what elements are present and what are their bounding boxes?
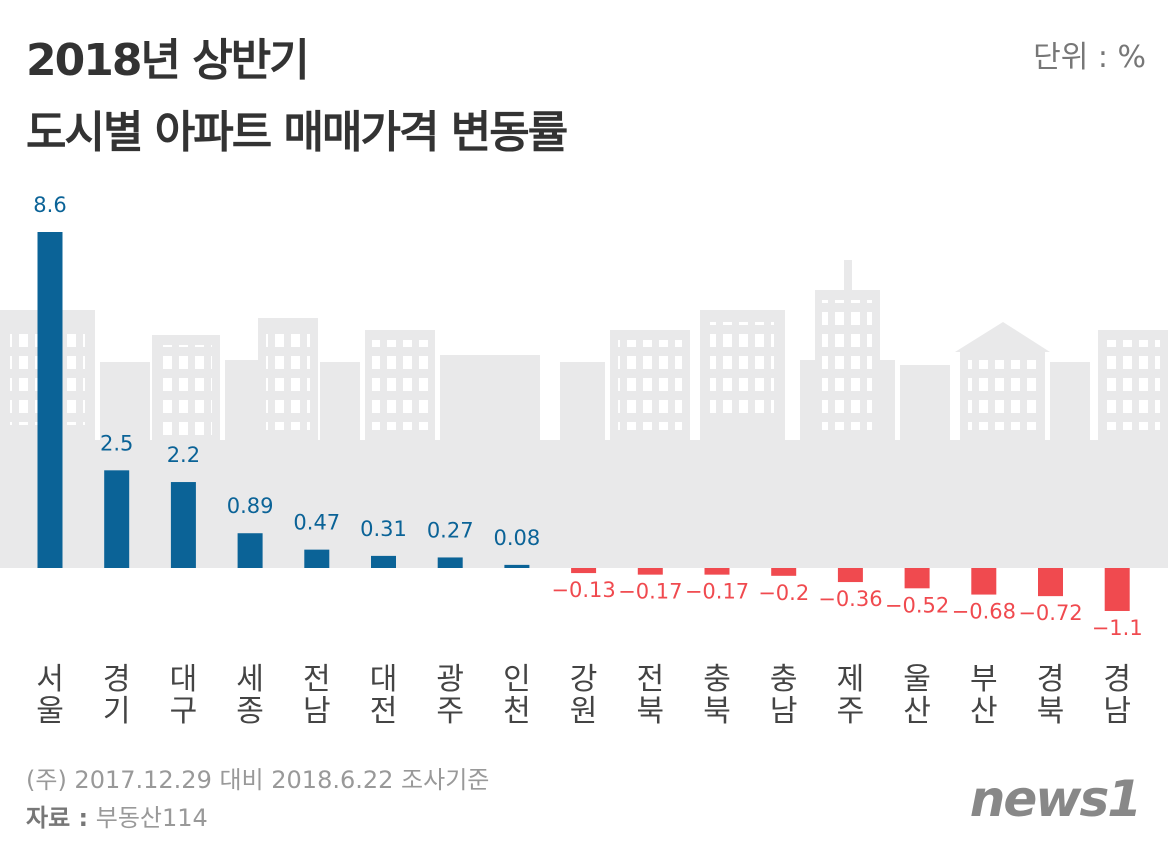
value-label: 8.6 bbox=[33, 193, 66, 217]
category-label: 강원 bbox=[569, 662, 598, 729]
category-label: 경기 bbox=[102, 662, 131, 729]
bar bbox=[971, 568, 997, 595]
value-label: −0.2 bbox=[758, 581, 809, 605]
bar bbox=[104, 470, 130, 568]
bar bbox=[837, 568, 863, 583]
windows bbox=[10, 300, 1160, 435]
bar bbox=[304, 549, 330, 568]
value-label: −0.68 bbox=[952, 600, 1016, 624]
category-label: 세종 bbox=[236, 662, 264, 729]
bar bbox=[637, 568, 663, 575]
category-label: 충남 bbox=[769, 662, 798, 729]
value-label: −0.17 bbox=[685, 580, 749, 604]
title-line: 2018년 상반기 bbox=[26, 35, 310, 86]
category-label: 전북 bbox=[636, 662, 665, 729]
bar bbox=[437, 557, 463, 568]
bar bbox=[37, 232, 63, 568]
bar bbox=[237, 533, 263, 568]
bar bbox=[904, 568, 930, 589]
value-label: 0.08 bbox=[494, 526, 541, 550]
category-label: 충북 bbox=[703, 662, 731, 729]
source-label: 자료 : bbox=[26, 804, 89, 832]
category-label: 대구 bbox=[169, 662, 198, 729]
bar bbox=[771, 568, 797, 576]
value-label: −0.72 bbox=[1018, 601, 1082, 625]
category-label: 부산 bbox=[969, 662, 998, 729]
note: (주) 2017.12.29 대비 2018.6.22 조사기준 bbox=[26, 766, 490, 794]
bar bbox=[170, 482, 196, 568]
value-label: 0.27 bbox=[427, 518, 474, 542]
category-label: 광주 bbox=[436, 662, 464, 729]
value-label: −1.1 bbox=[1092, 616, 1143, 640]
bar bbox=[1038, 568, 1063, 597]
category-label: 전남 bbox=[302, 662, 331, 729]
category-label: 제주 bbox=[836, 662, 865, 729]
source-line: 자료 : 부동산114 bbox=[26, 798, 208, 833]
value-label: −0.36 bbox=[818, 587, 882, 611]
bar bbox=[1104, 568, 1130, 611]
value-label: −0.13 bbox=[551, 578, 615, 602]
category-label: 울산 bbox=[903, 662, 931, 729]
category-label: 경북 bbox=[1036, 662, 1065, 729]
value-label: 2.5 bbox=[100, 431, 133, 455]
bar bbox=[704, 568, 730, 575]
value-label: −0.52 bbox=[885, 593, 949, 617]
category-label: 대전 bbox=[369, 662, 398, 729]
value-label: 0.47 bbox=[293, 511, 340, 535]
value-label: 0.89 bbox=[227, 494, 274, 518]
value-label: −0.17 bbox=[618, 580, 682, 604]
unit: 단위 : % bbox=[1033, 40, 1146, 75]
source: 부동산114 bbox=[95, 804, 208, 832]
bar bbox=[571, 568, 597, 574]
category-label: 인천 bbox=[503, 662, 531, 729]
value-label: 2.2 bbox=[167, 443, 200, 467]
category-label: 경남 bbox=[1103, 662, 1131, 729]
logo: news1 bbox=[969, 770, 1142, 828]
bar bbox=[371, 555, 396, 568]
title-line: 도시별 아파트 매매가격 변동률 bbox=[26, 107, 568, 158]
value-label: 0.31 bbox=[360, 517, 407, 541]
bar bbox=[504, 564, 530, 568]
category-label: 서울 bbox=[36, 662, 64, 729]
